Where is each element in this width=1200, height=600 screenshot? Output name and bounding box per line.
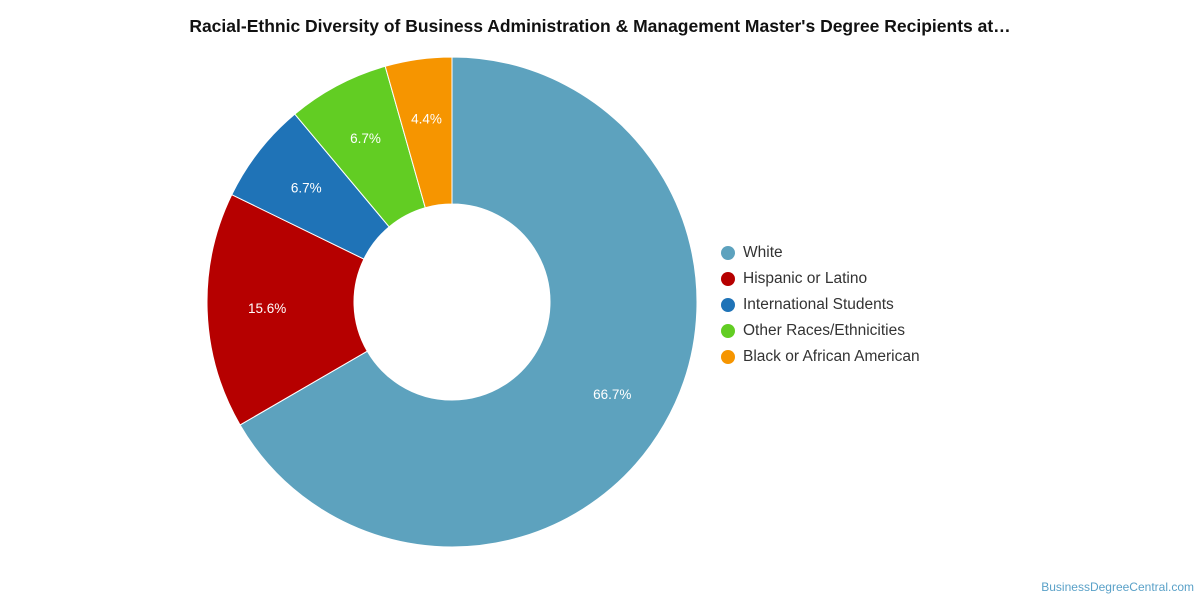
slice-white[interactable] bbox=[239, 56, 698, 548]
legend-item-other-races-ethnicities[interactable]: Other Races/Ethnicities bbox=[721, 318, 920, 344]
legend-item-white[interactable]: White bbox=[721, 240, 920, 266]
legend-swatch bbox=[721, 324, 735, 338]
legend-swatch bbox=[721, 246, 735, 260]
legend-label: Other Races/Ethnicities bbox=[743, 322, 905, 339]
legend-label: Hispanic or Latino bbox=[743, 270, 868, 287]
legend-item-hispanic-or-latino[interactable]: Hispanic or Latino bbox=[721, 266, 920, 292]
slice-label-white: 66.7% bbox=[593, 387, 631, 402]
slice-black-or-african-american[interactable] bbox=[384, 56, 453, 209]
legend-swatch bbox=[721, 272, 735, 286]
chart-title: Racial-Ethnic Diversity of Business Admi… bbox=[189, 16, 1011, 36]
legend-label: White bbox=[743, 244, 783, 261]
legend-label: International Students bbox=[743, 296, 894, 313]
chart-legend: White Hispanic or Latino International Stu… bbox=[721, 240, 920, 370]
slice-hispanic-or-latino[interactable] bbox=[206, 193, 368, 426]
slice-label-international-students: 6.7% bbox=[291, 181, 322, 196]
slice-label-other-races-ethnicities: 6.7% bbox=[350, 131, 381, 146]
source-credit[interactable]: BusinessDegreeCentral.com bbox=[1041, 580, 1194, 594]
legend-swatch bbox=[721, 350, 735, 364]
slice-label-black-or-african-american: 4.4% bbox=[411, 111, 442, 126]
legend-item-international-students[interactable]: International Students bbox=[721, 292, 920, 318]
legend-label: Black or African American bbox=[743, 348, 920, 365]
legend-swatch bbox=[721, 298, 735, 312]
legend-item-black-or-african-american[interactable]: Black or African American bbox=[721, 344, 920, 370]
slice-label-hispanic-or-latino: 15.6% bbox=[248, 301, 286, 316]
